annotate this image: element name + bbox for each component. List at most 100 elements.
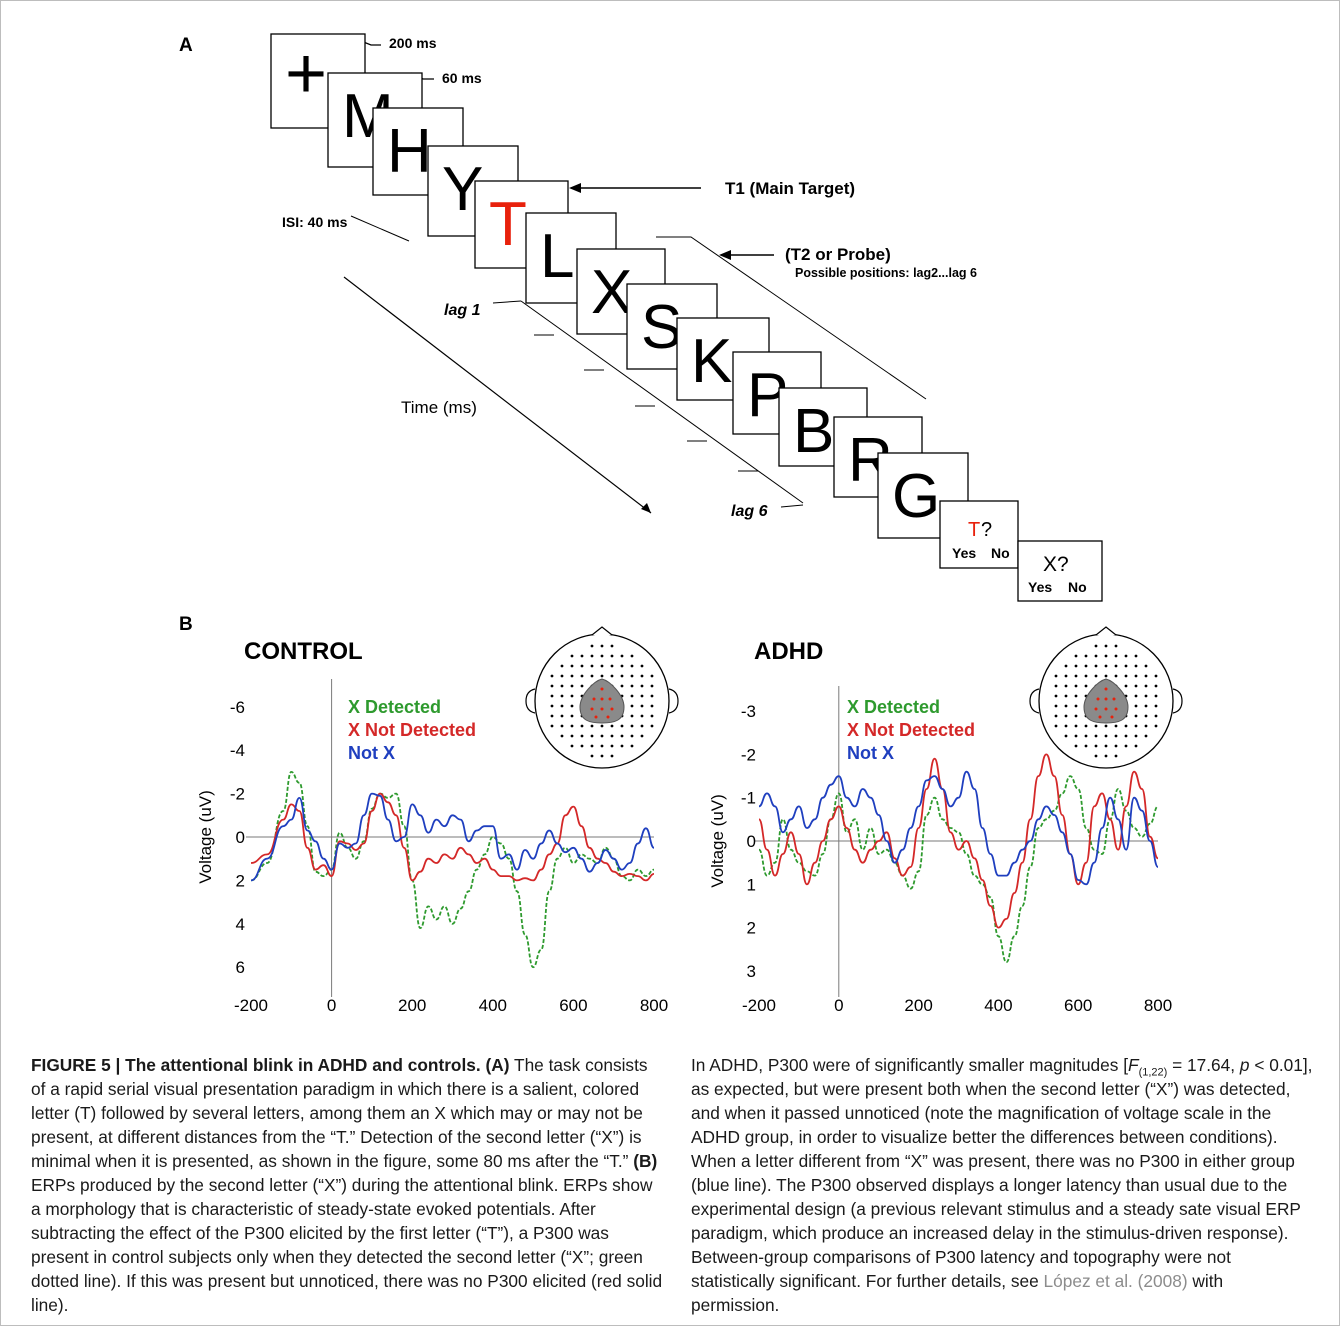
scalp-electrode	[1084, 684, 1088, 688]
scalp-electrode	[1094, 744, 1098, 748]
panel-a-label: A	[179, 35, 193, 56]
y-tick-label: -3	[741, 702, 756, 721]
caption-part-b-marker: (B)	[633, 1151, 658, 1171]
scalp-electrode	[1084, 674, 1088, 678]
scalp-electrode	[1144, 664, 1148, 668]
scalp-electrode	[570, 724, 574, 728]
scalp-electrode	[600, 734, 604, 738]
scalp-electrode	[620, 654, 624, 658]
adhd-erp-chart: ADHD -3 -2 -1 0 1 2 3 -200 0 200 400 600 800 Voltage (…	[708, 626, 1183, 1015]
scalp-electrode	[1094, 674, 1098, 678]
legend-entry: X Not Detected	[847, 720, 975, 740]
stimulus-letter: +	[285, 34, 327, 114]
stimulus-letter: S	[641, 293, 682, 362]
stimulus-letter: T	[489, 190, 527, 259]
erp-series-line	[758, 770, 1159, 886]
scalp-electrode	[590, 724, 594, 728]
t1-label: T1 (Main Target)	[725, 179, 855, 198]
question-x-no: No	[1068, 579, 1087, 595]
y-tick-label: 4	[236, 915, 245, 934]
y-tick-label: -2	[741, 745, 756, 764]
scalp-electrode	[560, 714, 564, 718]
scalp-electrode	[570, 694, 574, 698]
scalp-roi-electrode	[600, 707, 604, 711]
scalp-electrode	[1064, 734, 1068, 738]
scalp-electrode	[1094, 754, 1098, 758]
question-x-yes: Yes	[1028, 579, 1052, 595]
scalp-electrode	[1094, 664, 1098, 668]
scalp-electrode	[1074, 664, 1078, 668]
scalp-electrode	[630, 694, 634, 698]
scalp-electrode	[650, 694, 654, 698]
x-tick-label: -200	[742, 996, 776, 1015]
reference-link[interactable]: López et al. (2008)	[1043, 1271, 1188, 1291]
scalp-electrode	[1084, 664, 1088, 668]
scalp-electrode	[640, 694, 644, 698]
caption-right-text-3: < 0.01], as expected, but were present b…	[691, 1055, 1313, 1291]
caption-right-paragraph: In ADHD, P300 were of significantly smal…	[691, 1053, 1313, 1317]
stimulus-letter: H	[387, 117, 432, 186]
scalp-electrode	[1104, 664, 1108, 668]
legend-entry: Not X	[847, 743, 894, 763]
timing-60-label: 60 ms	[442, 70, 482, 86]
scalp-electrode	[1144, 734, 1148, 738]
scalp-electrode	[590, 674, 594, 678]
caption-stat-df: (1,22)	[1138, 1066, 1168, 1079]
scalp-electrode	[1074, 684, 1078, 688]
time-arrow-line	[343, 276, 652, 514]
scalp-electrode	[1134, 724, 1138, 728]
scalp-electrode	[590, 664, 594, 668]
scalp-electrode	[620, 724, 624, 728]
scalp-roi-electrode	[608, 697, 612, 701]
scalp-electrode	[1074, 694, 1078, 698]
scalp-electrode	[620, 664, 624, 668]
scalp-roi-electrode	[1094, 707, 1098, 711]
scalp-electrode	[1104, 734, 1108, 738]
panel-b-label: B	[179, 614, 193, 635]
scalp-region-of-interest	[1083, 678, 1129, 724]
caption-part-a-text: The task consists of a rapid serial visu…	[31, 1055, 648, 1171]
y-tick-label: -2	[230, 785, 245, 804]
scalp-electrode	[1054, 714, 1058, 718]
scalp-electrode	[1144, 724, 1148, 728]
scalp-electrode	[550, 684, 554, 688]
scalp-roi-electrode	[606, 715, 610, 719]
scalp-electrode	[1064, 694, 1068, 698]
scalp-roi-electrode	[590, 707, 594, 711]
scalp-electrode	[590, 734, 594, 738]
scalp-electrode	[1104, 754, 1108, 758]
scalp-electrode	[1084, 724, 1088, 728]
y-tick-label: -6	[230, 698, 245, 717]
scalp-electrode	[1064, 664, 1068, 668]
scalp-electrode	[550, 714, 554, 718]
scalp-electrode	[640, 734, 644, 738]
scalp-roi-electrode	[1104, 687, 1108, 691]
scalp-electrode	[1134, 684, 1138, 688]
y-tick-label: 0	[747, 832, 756, 851]
scalp-electrode	[600, 644, 604, 648]
scalp-electrode	[640, 684, 644, 688]
scalp-electrode	[550, 674, 554, 678]
x-tick-label: 800	[640, 996, 668, 1015]
scalp-electrode	[640, 664, 644, 668]
scalp-electrode	[1054, 674, 1058, 678]
scalp-roi-electrode	[1096, 697, 1100, 701]
scalp-electrode	[560, 684, 564, 688]
scalp-electrode	[1124, 684, 1128, 688]
scalp-electrode	[1104, 644, 1108, 648]
scalp-electrode	[580, 664, 584, 668]
t1-arrow-head	[569, 183, 581, 193]
scalp-electrode	[1104, 654, 1108, 658]
scalp-electrode	[610, 674, 614, 678]
scalp-electrode	[610, 724, 614, 728]
scalp-electrode	[1114, 734, 1118, 738]
scalp-roi-electrode	[592, 697, 596, 701]
scalp-electrode	[620, 684, 624, 688]
scalp-electrode	[630, 714, 634, 718]
scalp-electrode	[1084, 734, 1088, 738]
scalp-electrode	[640, 674, 644, 678]
scalp-electrode	[1114, 664, 1118, 668]
scalp-electrode	[1094, 644, 1098, 648]
x-tick-label: 400	[479, 996, 507, 1015]
scalp-electrode	[630, 664, 634, 668]
